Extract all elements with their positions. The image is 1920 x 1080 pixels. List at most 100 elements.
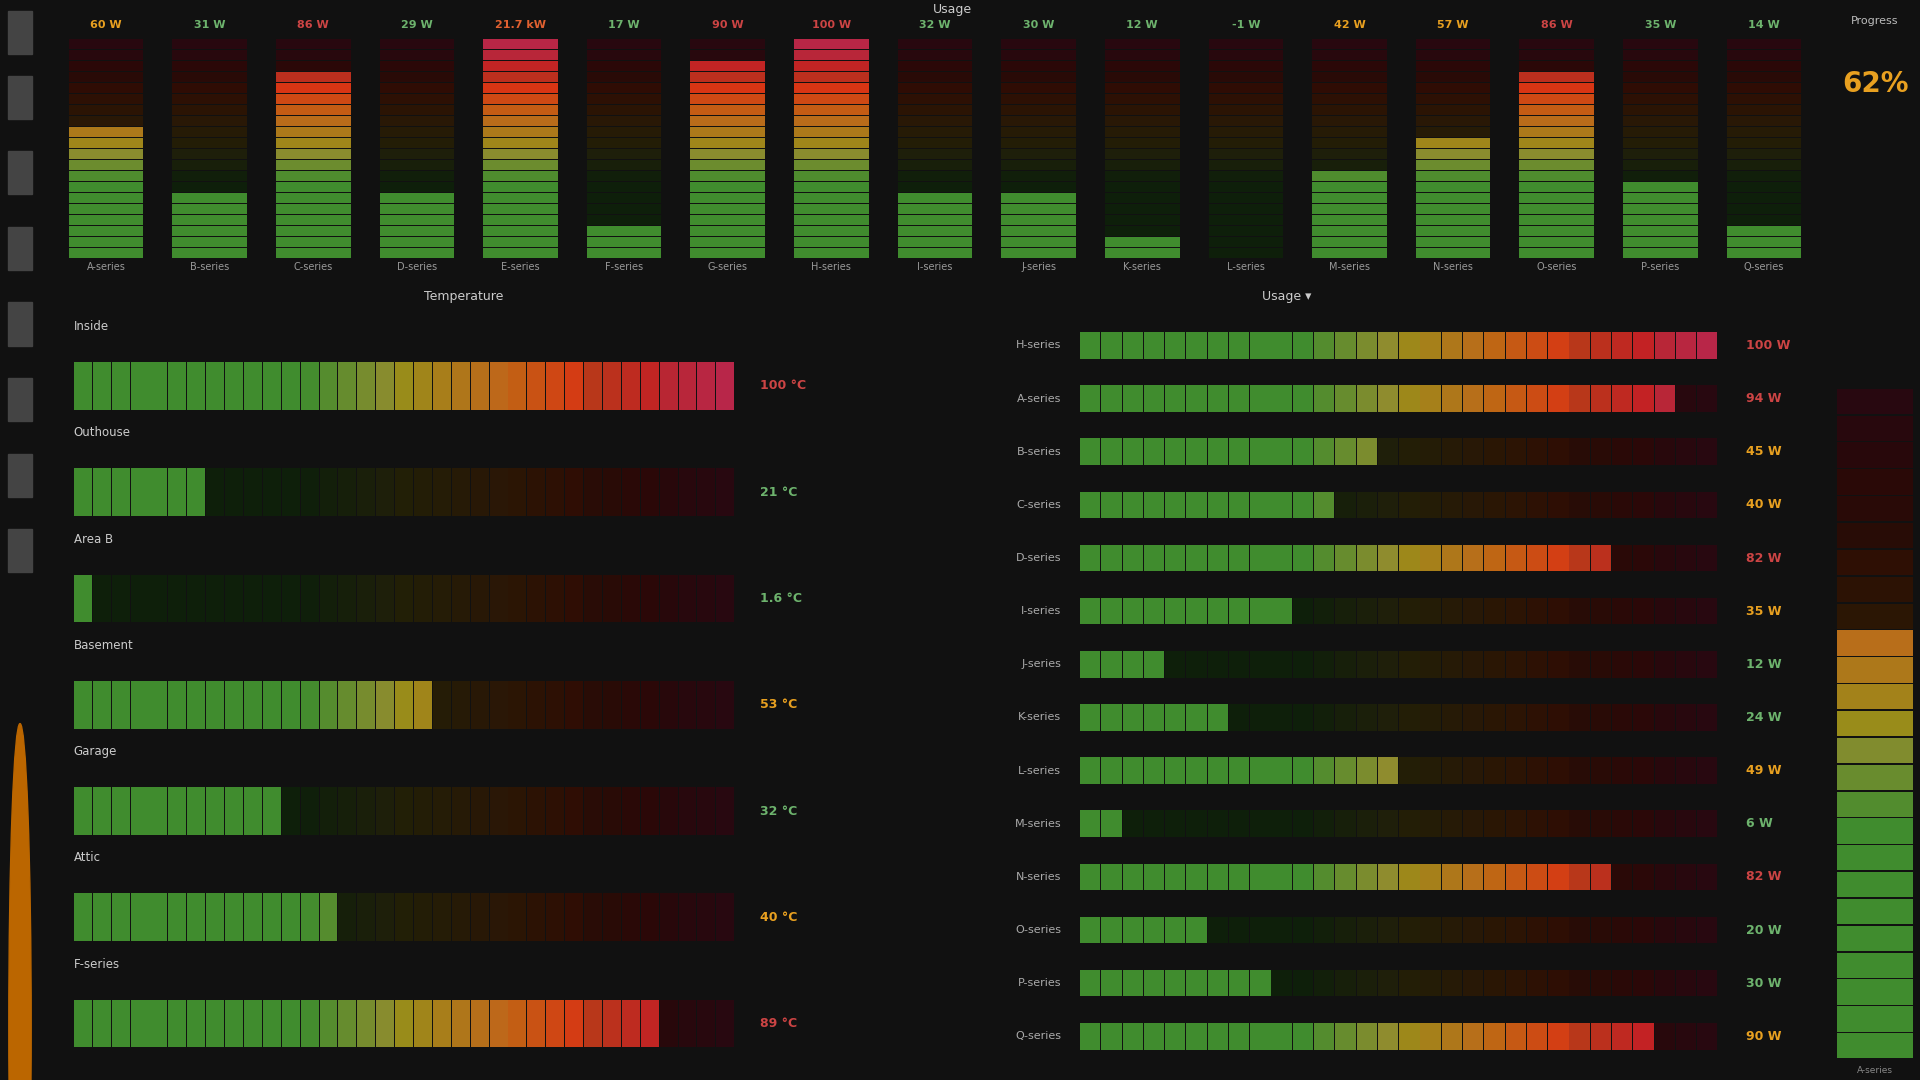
Bar [1229, 491, 1250, 518]
Bar [1311, 138, 1386, 148]
Bar [1079, 810, 1100, 837]
Bar [1002, 149, 1075, 159]
Bar [1726, 105, 1801, 116]
Bar [1634, 810, 1653, 837]
Bar [1505, 544, 1526, 571]
Bar [173, 204, 248, 214]
Bar [1379, 333, 1398, 359]
Bar [432, 1000, 451, 1048]
Bar [380, 215, 455, 225]
Bar [1311, 149, 1386, 159]
Bar [1613, 810, 1632, 837]
Bar [1229, 438, 1250, 465]
Bar [1697, 651, 1718, 677]
Bar [1250, 598, 1271, 624]
Bar [380, 204, 455, 214]
Bar [1726, 226, 1801, 235]
Bar [131, 362, 148, 409]
Bar [1002, 215, 1075, 225]
Bar [1313, 386, 1334, 411]
Bar [301, 1000, 319, 1048]
Bar [1569, 438, 1590, 465]
Bar [150, 680, 167, 729]
Bar [1484, 864, 1505, 890]
Bar [484, 215, 559, 225]
Bar [1634, 333, 1653, 359]
Bar [1655, 864, 1674, 890]
Bar [1837, 496, 1912, 522]
Bar [1726, 94, 1801, 104]
Bar [1548, 438, 1569, 465]
Bar [357, 362, 374, 409]
Bar [1519, 105, 1594, 116]
Bar [1311, 247, 1386, 258]
Bar [1463, 917, 1484, 943]
Bar [69, 62, 144, 71]
Bar [1421, 491, 1440, 518]
Bar [1357, 438, 1377, 465]
Bar [1208, 237, 1283, 246]
Bar [795, 127, 868, 137]
Bar [691, 181, 764, 192]
Bar [1002, 237, 1075, 246]
Text: 42 W: 42 W [1334, 21, 1365, 30]
Bar [697, 1000, 716, 1048]
Bar [8, 529, 33, 572]
Bar [1415, 226, 1490, 235]
Bar [432, 362, 451, 409]
Bar [188, 469, 205, 516]
Bar [1187, 651, 1208, 677]
Bar [1622, 127, 1697, 137]
Bar [1726, 72, 1801, 82]
Bar [660, 469, 678, 516]
Bar [276, 171, 351, 180]
Bar [1144, 757, 1164, 784]
Bar [795, 94, 868, 104]
Bar [1837, 416, 1912, 441]
Bar [1250, 704, 1271, 731]
Bar [69, 138, 144, 148]
Bar [1208, 83, 1283, 93]
Bar [1613, 757, 1632, 784]
Bar [69, 83, 144, 93]
Bar [1313, 438, 1334, 465]
Bar [490, 575, 507, 622]
Text: I-series: I-series [918, 261, 952, 271]
Bar [1311, 160, 1386, 170]
Bar [1622, 192, 1697, 203]
Bar [660, 1000, 678, 1048]
Bar [205, 362, 225, 409]
Bar [1590, 651, 1611, 677]
Bar [1208, 149, 1283, 159]
Bar [73, 680, 92, 729]
Bar [1463, 491, 1484, 518]
Bar [1726, 160, 1801, 170]
Bar [1622, 105, 1697, 116]
Bar [678, 469, 697, 516]
Bar [1334, 386, 1356, 411]
Bar [1634, 704, 1653, 731]
Bar [899, 138, 972, 148]
Bar [484, 105, 559, 116]
Bar [8, 454, 33, 497]
Text: 21.7 kW: 21.7 kW [495, 21, 545, 30]
Bar [1697, 333, 1718, 359]
Bar [1676, 438, 1695, 465]
Bar [1442, 757, 1463, 784]
Bar [1400, 810, 1419, 837]
Bar [795, 181, 868, 192]
Bar [1400, 386, 1419, 411]
Bar [691, 94, 764, 104]
Bar [111, 1000, 131, 1048]
Bar [1379, 1023, 1398, 1050]
Bar [380, 171, 455, 180]
Bar [1526, 438, 1548, 465]
Bar [1144, 333, 1164, 359]
Bar [899, 247, 972, 258]
Bar [1357, 544, 1377, 571]
Bar [1229, 386, 1250, 411]
Bar [1250, 757, 1271, 784]
Bar [1837, 953, 1912, 977]
Bar [1519, 138, 1594, 148]
Bar [244, 1000, 261, 1048]
